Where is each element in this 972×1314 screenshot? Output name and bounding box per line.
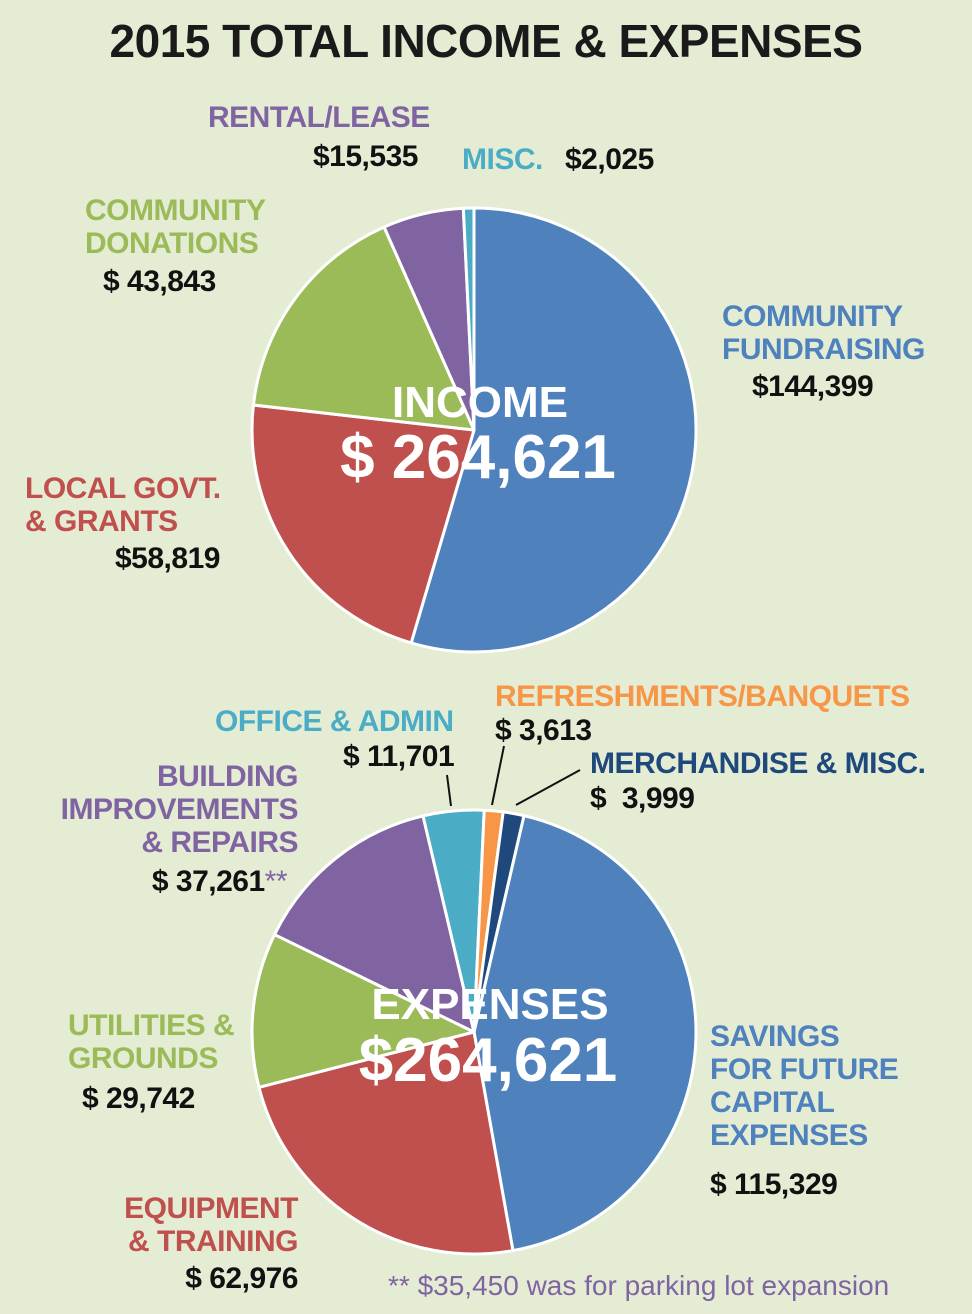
category-label: BUILDING IMPROVEMENTS & REPAIRS — [60, 760, 299, 859]
category-label: MISC. — [462, 143, 543, 176]
pie-slice — [472, 810, 526, 1034]
pie-slice — [409, 206, 698, 654]
value-text: $ 3,613 — [495, 714, 592, 747]
value-label: $58,819 — [115, 542, 220, 575]
category-label: UTILITIES & GROUNDS — [68, 1009, 235, 1075]
value-label: $ 11,701 — [343, 740, 455, 773]
leader-line — [515, 769, 581, 806]
category-label: REFRESHMENTS/BANQUETS — [495, 680, 910, 713]
value-label: $ 37,261** — [151, 865, 288, 898]
value-text: $144,399 — [752, 370, 874, 403]
value-text: $ 3,999 — [590, 782, 695, 815]
category-label: LOCAL GOVT. & GRANTS — [25, 472, 221, 538]
center-total: $264,621 — [358, 1026, 618, 1095]
pie-slice — [250, 933, 476, 1089]
category-label: EQUIPMENT & TRAINING — [124, 1192, 298, 1258]
value-label: $144,399 — [752, 370, 874, 403]
value-label: $ 29,742 — [82, 1082, 195, 1115]
category-label: SAVINGS FOR FUTURE CAPITAL EXPENSES — [710, 1020, 899, 1152]
pie-slice — [273, 814, 476, 1034]
pie-slice — [461, 206, 476, 432]
leader-line — [491, 745, 505, 806]
value-label: $ 62,976 — [185, 1262, 298, 1295]
category-label: OFFICE & ADMIN — [215, 705, 454, 738]
title: 2015 TOTAL INCOME & EXPENSES — [109, 15, 863, 67]
value-label: $ 3,999 — [590, 782, 695, 815]
pie-slice — [251, 225, 476, 432]
value-text: $ 62,976 — [185, 1262, 298, 1295]
value-text: $ 43,843 — [103, 265, 216, 298]
note-marker: ** — [264, 865, 288, 898]
value-label: $ 115,329 — [710, 1168, 838, 1201]
category-label: COMMUNITY DONATIONS — [85, 194, 266, 260]
value-label: $ 43,843 — [103, 265, 216, 298]
value-text: $2,025 — [565, 143, 654, 176]
value-text: $ 37,261 — [151, 865, 265, 898]
category-label: MERCHANDISE & MISC. — [590, 747, 926, 780]
value-label: $15,535 — [313, 140, 418, 173]
value-label: $ 3,613 — [495, 714, 592, 747]
center-label: INCOME — [392, 378, 568, 427]
pie-slice — [250, 403, 476, 645]
footnote: ** $35,450 was for parking lot expansion — [388, 1270, 890, 1301]
value-label: $2,025 — [565, 143, 654, 176]
value-text: $58,819 — [115, 542, 220, 575]
value-text: $ 11,701 — [343, 740, 455, 773]
category-label: COMMUNITY FUNDRAISING — [722, 300, 925, 366]
value-text: $15,535 — [313, 140, 418, 173]
leader-line — [446, 774, 452, 807]
category-label: RENTAL/LEASE — [208, 101, 430, 134]
center-total: $ 264,621 — [340, 423, 616, 492]
value-text: $ 29,742 — [82, 1082, 195, 1115]
center-label: EXPENSES — [371, 980, 609, 1029]
value-text: $ 115,329 — [710, 1168, 838, 1201]
pie-slice — [257, 1030, 515, 1256]
pie-slice — [472, 814, 698, 1253]
